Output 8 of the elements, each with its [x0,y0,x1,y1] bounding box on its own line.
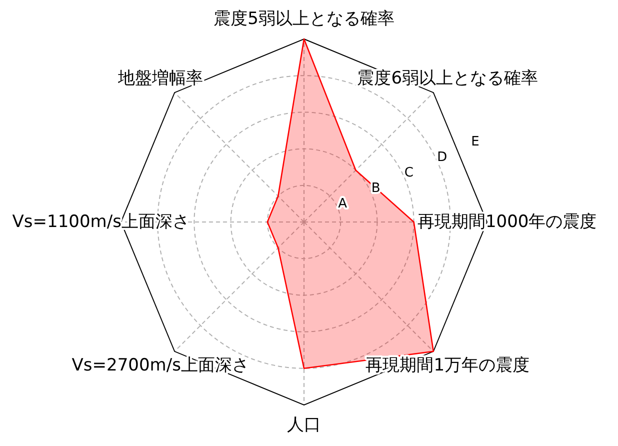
spoke-label: 地盤増幅率 [116,68,203,88]
spoke-label: 再現期間1000年の震度 [417,212,597,232]
spoke-label: 人口 [287,415,321,436]
spoke-label: 震度5弱以上となる確率 [214,8,394,29]
y-tick-label: C [404,166,414,181]
y-tick-label: D [437,150,448,166]
y-tick-label: A [338,196,348,212]
y-tick-label: E [471,134,480,150]
